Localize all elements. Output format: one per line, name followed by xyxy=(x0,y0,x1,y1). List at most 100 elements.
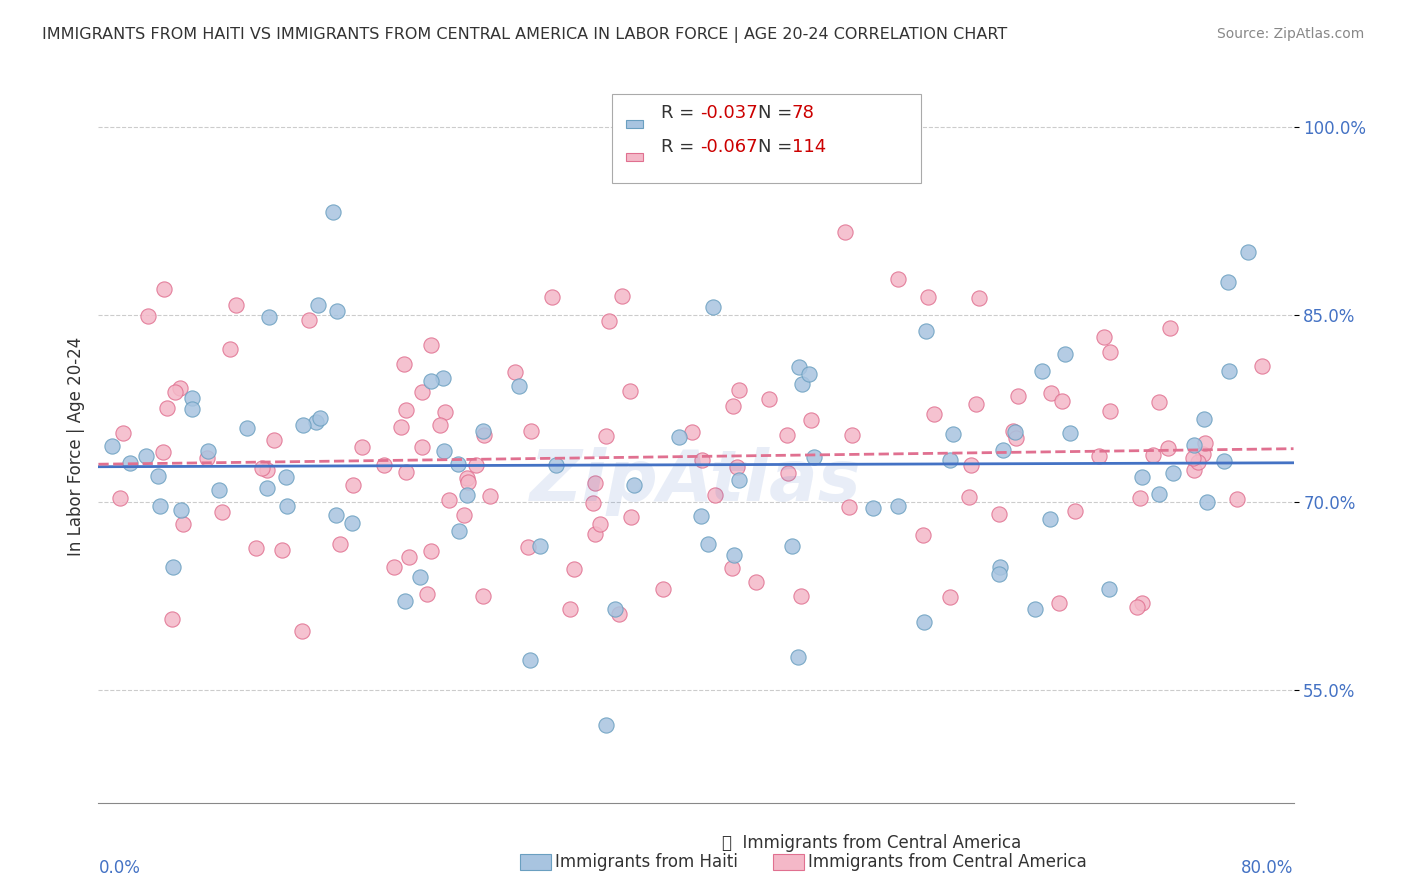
Central America xyxy=(1181,450,1204,465)
Central America xyxy=(290,624,312,639)
Central America xyxy=(582,496,605,510)
Haiti xyxy=(690,508,713,523)
Haiti xyxy=(101,439,124,453)
Haiti xyxy=(723,548,745,562)
Text: 🔴  Immigrants from Central America: 🔴 Immigrants from Central America xyxy=(723,834,1021,852)
Central America xyxy=(163,384,186,399)
Central America xyxy=(1194,435,1216,450)
Central America xyxy=(1159,321,1181,335)
Haiti xyxy=(887,499,910,513)
Central America xyxy=(965,397,987,411)
Haiti xyxy=(1147,486,1170,500)
Central America xyxy=(745,575,768,590)
Central America xyxy=(967,292,990,306)
Haiti xyxy=(790,376,813,391)
Haiti xyxy=(292,418,315,433)
Haiti xyxy=(942,427,965,442)
Haiti xyxy=(862,501,884,516)
Text: -0.037: -0.037 xyxy=(700,104,758,122)
Central America xyxy=(681,425,703,439)
Haiti xyxy=(529,539,551,553)
Central America xyxy=(589,516,612,531)
Central America xyxy=(453,508,475,522)
Haiti xyxy=(939,453,962,467)
Central America xyxy=(169,381,191,395)
Text: N =: N = xyxy=(758,104,797,122)
Central America xyxy=(790,589,813,603)
Central America xyxy=(1126,599,1149,614)
Central America xyxy=(610,289,633,303)
Haiti xyxy=(456,488,478,502)
Central America xyxy=(838,500,860,514)
Central America xyxy=(723,399,745,413)
Central America xyxy=(111,425,134,440)
Y-axis label: In Labor Force | Age 20-24: In Labor Force | Age 20-24 xyxy=(66,336,84,556)
Haiti xyxy=(1024,601,1046,615)
Central America xyxy=(162,612,184,626)
Haiti xyxy=(236,421,259,435)
Text: R =: R = xyxy=(661,138,700,156)
Central America xyxy=(1226,492,1249,507)
Central America xyxy=(800,412,823,426)
Central America xyxy=(1040,385,1063,400)
Central America xyxy=(219,343,242,357)
Haiti xyxy=(326,303,349,318)
Central America xyxy=(758,392,780,406)
Haiti xyxy=(623,477,645,491)
Haiti xyxy=(914,324,936,338)
Central America xyxy=(457,475,479,489)
Haiti xyxy=(988,560,1011,574)
Central America xyxy=(456,471,478,485)
Central America xyxy=(1191,447,1213,461)
Central America xyxy=(619,384,641,398)
Central America xyxy=(329,537,352,551)
Central America xyxy=(1156,441,1178,455)
Text: R =: R = xyxy=(661,104,700,122)
Text: Source: ZipAtlas.com: Source: ZipAtlas.com xyxy=(1216,27,1364,41)
Central America xyxy=(395,465,418,479)
Central America xyxy=(398,549,420,564)
Central America xyxy=(652,582,675,596)
Central America xyxy=(727,383,749,397)
Haiti xyxy=(1130,470,1153,484)
Central America xyxy=(395,402,418,417)
Central America xyxy=(211,504,233,518)
Haiti xyxy=(544,458,567,473)
Central America xyxy=(1130,596,1153,610)
Central America xyxy=(564,562,586,576)
Haiti xyxy=(1194,412,1216,426)
Central America xyxy=(1129,491,1152,505)
Text: IMMIGRANTS FROM HAITI VS IMMIGRANTS FROM CENTRAL AMERICA IN LABOR FORCE | AGE 20: IMMIGRANTS FROM HAITI VS IMMIGRANTS FROM… xyxy=(42,27,1008,43)
Central America xyxy=(1251,359,1274,373)
Haiti xyxy=(1161,466,1184,480)
Central America xyxy=(1099,404,1122,418)
Haiti xyxy=(309,411,332,425)
Haiti xyxy=(420,374,443,388)
Central America xyxy=(270,543,292,558)
Haiti xyxy=(668,430,690,444)
Haiti xyxy=(799,367,821,381)
Haiti xyxy=(519,653,541,667)
Haiti xyxy=(409,570,432,584)
Central America xyxy=(1087,449,1109,463)
Haiti xyxy=(1054,347,1077,361)
Haiti xyxy=(803,450,825,464)
Haiti xyxy=(257,310,280,325)
Central America xyxy=(1063,504,1085,518)
Central America xyxy=(136,309,159,323)
Haiti xyxy=(118,456,141,470)
Central America xyxy=(245,541,267,555)
Haiti xyxy=(208,483,231,497)
Text: ZipAtlas: ZipAtlas xyxy=(530,447,862,516)
Haiti xyxy=(322,205,344,219)
Central America xyxy=(1187,455,1209,469)
Central America xyxy=(472,428,495,442)
Central America xyxy=(620,510,643,524)
Central America xyxy=(607,607,630,621)
Central America xyxy=(583,527,606,541)
Haiti xyxy=(508,379,530,393)
Central America xyxy=(1007,389,1029,403)
Haiti xyxy=(276,499,298,513)
Central America xyxy=(595,429,617,443)
Haiti xyxy=(1039,512,1062,526)
